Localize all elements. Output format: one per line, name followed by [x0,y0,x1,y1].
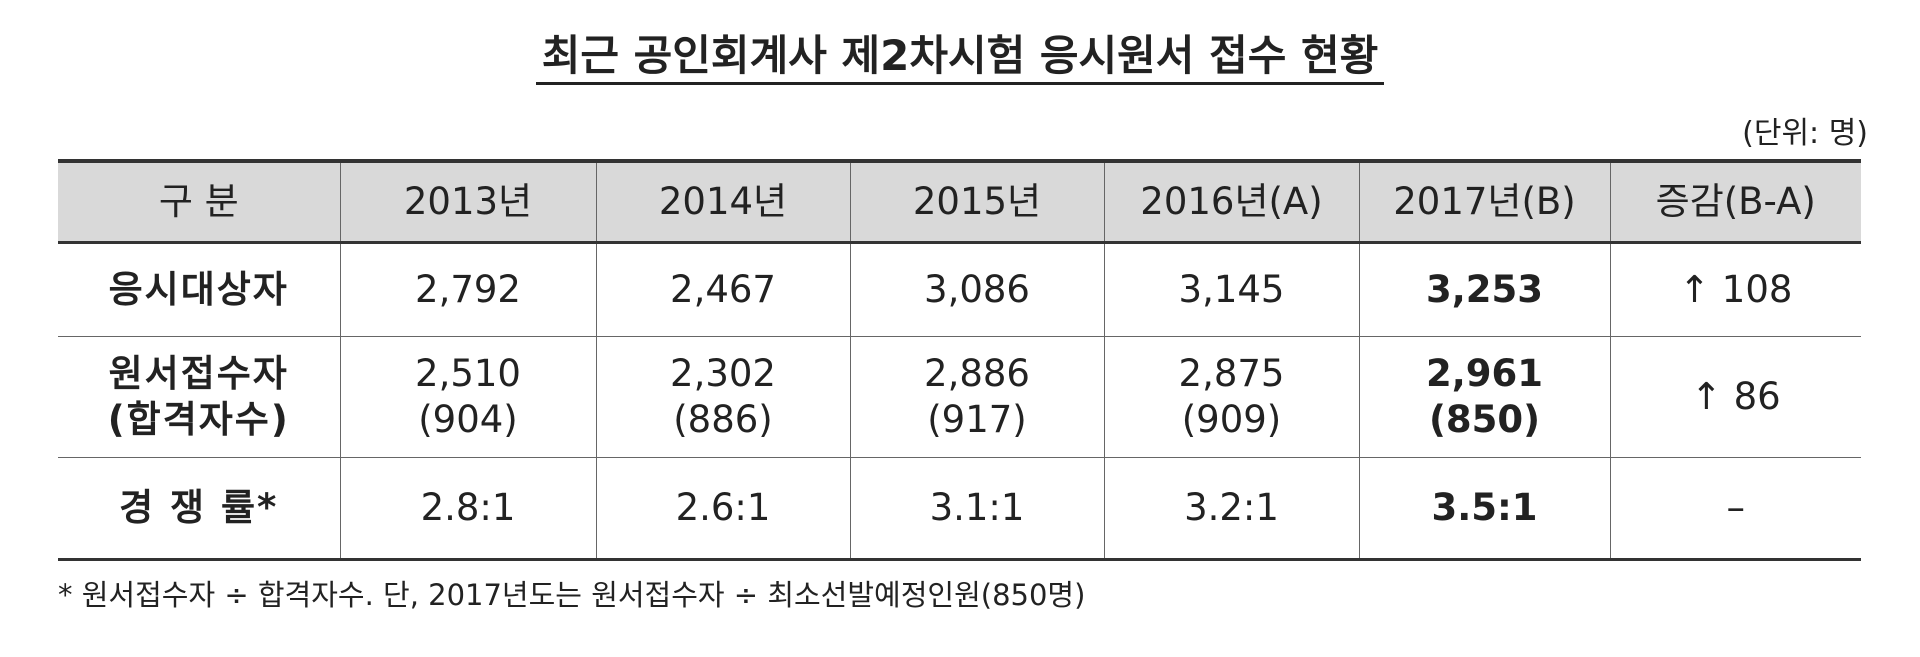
cell-line: 원서접수자 [108,352,289,395]
table: 구 분 2013년 2014년 2015년 2016년(A) 2017년(B) 증감(B-A… [58,159,1861,561]
header-cell: 2017년(B) [1358,159,1610,244]
cell-line: (886) [673,398,773,441]
row: 원서접수자 (합격자수) 2,510 (904) 2,302 (886) 2,886 (917… [58,336,1861,458]
footnote: * 원서접수자 ÷ 합격자수. 단, 2017년도는 원서접수자 ÷ 최소선발예… [58,578,1086,612]
cell-line: 2,961 [1425,352,1544,395]
cell: 2,510 (904) [339,336,596,458]
header-row: 구 분 2013년 2014년 2015년 2016년(A) 2017년(B) 증감(B-A… [58,159,1861,244]
header-cell: 구 분 [58,159,340,244]
cell-line: 2,875 [1178,352,1285,395]
cell-line: 3,145 [1178,268,1285,311]
row-label: 응시대상자 [58,242,340,337]
cell: – [1609,457,1861,561]
cell: ↑ 108 [1609,242,1861,337]
cell-line: 2,886 [924,352,1030,395]
cell: 3,145 [1103,242,1359,337]
cell-line: 경 쟁 률* [119,486,279,529]
cell-line: 응시대상자 [108,268,289,311]
cell: 2,961 (850) [1358,336,1610,458]
cell-line: 3.2:1 [1184,486,1279,529]
title-wrap: 최근 공인회계사 제2차시험 응시원서 접수 현황 [0,22,1920,85]
cell: 3,086 [849,242,1104,337]
cell-line: (850) [1428,398,1541,441]
table-body: 응시대상자 2,792 2,467 3,086 3,145 3,253 ↑ 108 원서접수자… [58,242,1861,561]
cell: 3,253 [1358,242,1610,337]
cell: 2,875 (909) [1103,336,1359,458]
cell-line: (904) [418,398,518,441]
cell-line: 3,086 [924,268,1030,311]
row: 경 쟁 률* 2.8:1 2.6:1 3.1:1 3.2:1 3.5:1 – [58,457,1861,561]
cell-line: 3,253 [1425,268,1544,311]
cell-line: 2.8:1 [420,486,516,529]
row: 응시대상자 2,792 2,467 3,086 3,145 3,253 ↑ 108 [58,242,1861,337]
row-label: 경 쟁 률* [58,457,340,561]
cell-line: ↑ 86 [1690,375,1781,418]
cell-line: (합격자수) [107,398,290,441]
cell: ↑ 86 [1609,336,1861,458]
cell: 3.2:1 [1103,457,1359,561]
cell-line: 2,792 [415,268,521,311]
cell-line: 3.1:1 [929,486,1025,529]
cell-line: 2,467 [670,268,776,311]
header-cell: 증감(B-A) [1609,159,1861,244]
cell-line: 2,510 [415,352,521,395]
header-cell: 2016년(A) [1103,159,1359,244]
cell: 2,467 [595,242,850,337]
cell-line: 2,302 [670,352,776,395]
title: 최근 공인회계사 제2차시험 응시원서 접수 현황 [535,31,1385,85]
header-cell: 2015년 [849,159,1104,244]
cell-line: (917) [927,398,1027,441]
cell-line: 2.6:1 [675,486,771,529]
row-label: 원서접수자 (합격자수) [58,336,340,458]
cell: 2,302 (886) [595,336,850,458]
cell-line: ↑ 108 [1679,268,1793,311]
unit: (단위: 명) [1742,116,1868,151]
cell: 2,792 [339,242,596,337]
cell: 3.1:1 [849,457,1104,561]
header-cell: 2013년 [339,159,596,244]
cell: 2,886 (917) [849,336,1104,458]
cell-line: (909) [1181,398,1282,441]
cell: 2.6:1 [595,457,850,561]
cell-line: – [1726,486,1746,529]
cell: 3.5:1 [1358,457,1610,561]
cell: 2.8:1 [339,457,596,561]
header-cell: 2014년 [595,159,850,244]
cell-line: 3.5:1 [1431,486,1538,529]
